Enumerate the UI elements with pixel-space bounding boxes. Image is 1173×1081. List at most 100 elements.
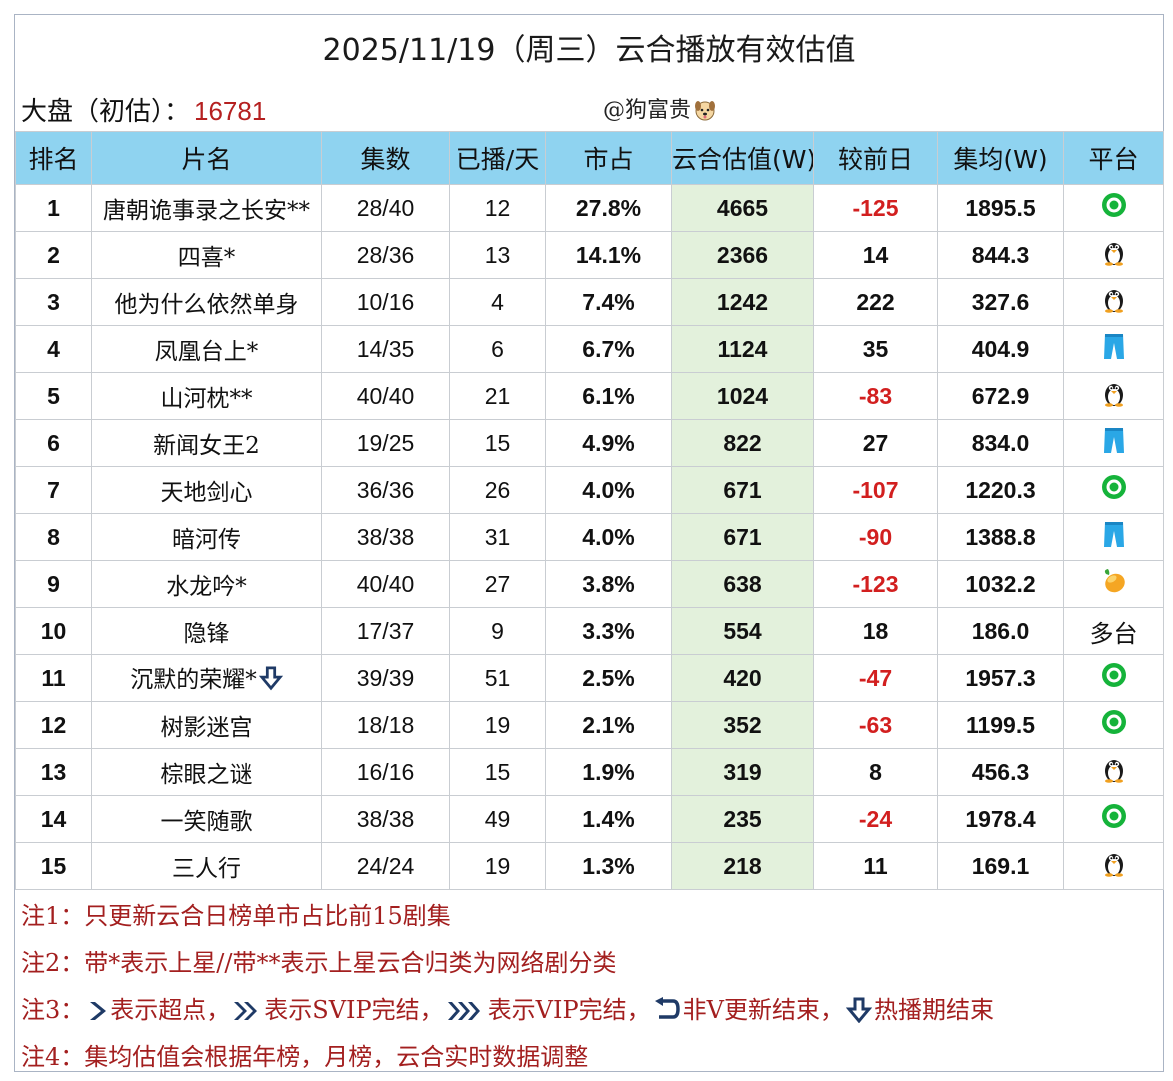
row-vs-prev-day: 14 bbox=[813, 231, 938, 279]
row-episodes-text: 39/39 bbox=[356, 664, 415, 691]
row-vs-prev-day: 18 bbox=[813, 607, 938, 655]
row-market-share: 14.1% bbox=[545, 231, 672, 279]
row-market-share-text: 4.0% bbox=[582, 523, 635, 550]
row-vs-prev-day-text: 222 bbox=[856, 288, 895, 315]
market-estimate-value: 16781 bbox=[194, 96, 267, 126]
table-row: 11 沉默的荣耀* 39/39 51 2.5% 420 -47 1957.3 bbox=[15, 654, 1164, 702]
author-name: @狗富贵 bbox=[603, 98, 692, 123]
row-vs-prev-day: -107 bbox=[813, 466, 938, 514]
author-tag: @狗富贵 bbox=[603, 93, 717, 129]
row-days-aired: 49 bbox=[449, 795, 546, 843]
row-days-aired-text: 49 bbox=[484, 805, 511, 832]
row-days-aired: 19 bbox=[449, 701, 546, 749]
return-arrow-icon bbox=[654, 997, 680, 1019]
row-title: 凤凰台上* bbox=[91, 325, 322, 373]
market-estimate: 大盘（初估）： 16781 bbox=[21, 91, 266, 131]
row-title: 新闻女王2 bbox=[91, 419, 322, 467]
row-avg-per-episode: 1032.2 bbox=[937, 560, 1064, 608]
row-title-text: 四喜* bbox=[177, 245, 236, 271]
row-platform bbox=[1063, 466, 1164, 514]
row-vs-prev-day-text: -24 bbox=[858, 805, 893, 832]
row-market-share-text: 6.1% bbox=[582, 382, 635, 409]
down-arrow-icon bbox=[846, 997, 872, 1023]
row-market-share-text: 1.9% bbox=[582, 758, 635, 785]
tencent-penguin-icon bbox=[1102, 849, 1126, 883]
row-estimate-text: 4665 bbox=[716, 194, 769, 221]
row-episodes-text: 28/36 bbox=[356, 241, 415, 268]
row-episodes: 18/18 bbox=[321, 701, 450, 749]
row-days-aired: 21 bbox=[449, 372, 546, 420]
row-market-share: 7.4% bbox=[545, 278, 672, 326]
row-estimate: 638 bbox=[671, 560, 814, 608]
row-days-aired: 27 bbox=[449, 560, 546, 608]
row-rank-text: 13 bbox=[40, 758, 67, 785]
youku-pants-icon bbox=[1102, 332, 1126, 366]
row-rank: 15 bbox=[15, 842, 92, 890]
row-platform bbox=[1063, 513, 1164, 561]
row-title-text: 水龙吟* bbox=[166, 574, 247, 600]
row-rank-text: 8 bbox=[47, 523, 60, 550]
row-estimate-text: 822 bbox=[723, 429, 762, 456]
row-market-share: 4.0% bbox=[545, 466, 672, 514]
row-vs-prev-day: -63 bbox=[813, 701, 938, 749]
row-title-text: 棕眼之谜 bbox=[160, 762, 253, 788]
row-episodes: 19/25 bbox=[321, 419, 450, 467]
table-header-row: 排名 片名 集数 已播/天 市占 云合估值(W) 较前日 集均(W) 平台 bbox=[15, 131, 1164, 185]
row-avg-per-episode: 1895.5 bbox=[937, 184, 1064, 232]
row-estimate: 554 bbox=[671, 607, 814, 655]
table-row: 2 四喜* 28/36 13 14.1% 2366 14 844.3 bbox=[15, 231, 1164, 279]
table-row: 6 新闻女王2 19/25 15 4.9% 822 27 834.0 bbox=[15, 419, 1164, 467]
row-market-share: 2.5% bbox=[545, 654, 672, 702]
row-episodes: 24/24 bbox=[321, 842, 450, 890]
row-market-share-text: 4.9% bbox=[582, 429, 635, 456]
row-vs-prev-day-text: 14 bbox=[862, 241, 889, 268]
row-platform bbox=[1063, 748, 1164, 796]
row-episodes: 16/16 bbox=[321, 748, 450, 796]
tencent-penguin-icon bbox=[1102, 379, 1126, 413]
row-vs-prev-day-text: -125 bbox=[852, 194, 899, 221]
row-days-aired-text: 4 bbox=[491, 288, 504, 315]
row-estimate: 420 bbox=[671, 654, 814, 702]
note-4: 注4：集均估值会根据年榜，月榜，云合实时数据调整 bbox=[21, 1043, 589, 1071]
row-title-text: 唐朝诡事录之长安** bbox=[103, 198, 310, 224]
row-estimate-text: 218 bbox=[723, 852, 762, 879]
row-market-share-text: 2.1% bbox=[582, 711, 635, 738]
row-rank-text: 3 bbox=[47, 288, 60, 315]
row-avg-per-episode: 1978.4 bbox=[937, 795, 1064, 843]
row-episodes-text: 40/40 bbox=[356, 570, 415, 597]
tencent-penguin-icon bbox=[1102, 755, 1126, 789]
row-market-share: 1.9% bbox=[545, 748, 672, 796]
table-row: 15 三人行 24/24 19 1.3% 218 11 169.1 bbox=[15, 842, 1164, 890]
row-rank: 10 bbox=[15, 607, 92, 655]
row-rank-text: 2 bbox=[47, 241, 60, 268]
row-platform bbox=[1063, 842, 1164, 890]
row-title: 三人行 bbox=[91, 842, 322, 890]
row-episodes-text: 24/24 bbox=[356, 852, 415, 879]
row-market-share-text: 1.4% bbox=[582, 805, 635, 832]
row-episodes: 28/40 bbox=[321, 184, 450, 232]
row-estimate: 671 bbox=[671, 466, 814, 514]
row-avg-per-episode-text: 672.9 bbox=[971, 382, 1030, 409]
row-estimate: 352 bbox=[671, 701, 814, 749]
row-avg-per-episode: 672.9 bbox=[937, 372, 1064, 420]
row-vs-prev-day-text: 8 bbox=[869, 758, 882, 785]
row-days-aired: 4 bbox=[449, 278, 546, 326]
row-estimate: 4665 bbox=[671, 184, 814, 232]
row-avg-per-episode-text: 169.1 bbox=[971, 852, 1030, 879]
row-platform-text: 多台 bbox=[1089, 619, 1138, 648]
row-market-share-text: 7.4% bbox=[582, 288, 635, 315]
row-title-text: 树影迷宫 bbox=[160, 715, 253, 741]
row-avg-per-episode-text: 844.3 bbox=[971, 241, 1030, 268]
market-estimate-label: 大盘（初估）： bbox=[21, 97, 191, 127]
row-episodes: 28/36 bbox=[321, 231, 450, 279]
row-days-aired: 9 bbox=[449, 607, 546, 655]
row-days-aired: 51 bbox=[449, 654, 546, 702]
row-episodes-text: 38/38 bbox=[356, 523, 415, 550]
row-rank: 12 bbox=[15, 701, 92, 749]
note-3-part-2: 表示SVIP完结， bbox=[264, 996, 444, 1024]
row-vs-prev-day: 222 bbox=[813, 278, 938, 326]
row-rank: 2 bbox=[15, 231, 92, 279]
row-estimate: 319 bbox=[671, 748, 814, 796]
row-estimate: 671 bbox=[671, 513, 814, 561]
row-market-share: 1.4% bbox=[545, 795, 672, 843]
